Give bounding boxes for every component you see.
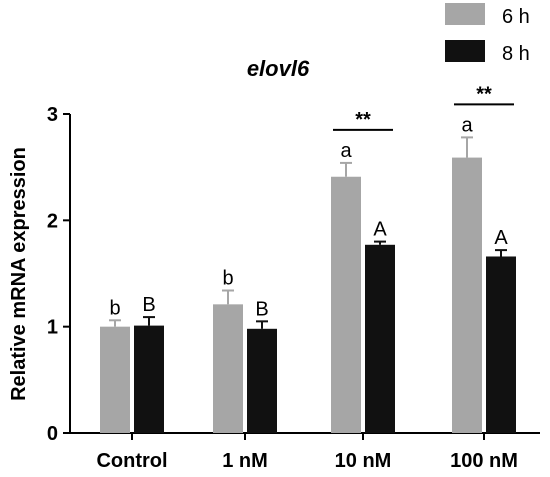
bars [100, 157, 516, 433]
x-tick-label: 100 nM [450, 450, 518, 472]
bar [331, 176, 361, 433]
y-tick-label: 3 [47, 104, 58, 126]
significance-letter: b [222, 268, 233, 290]
legend: 6 h 8 h [445, 3, 530, 65]
significance-letter: a [461, 114, 473, 136]
legend-label-6h: 6 h [502, 6, 530, 28]
x-tick-label: Control [96, 450, 167, 472]
significance-letter: B [255, 298, 268, 320]
x-tick-label: 10 nM [335, 450, 392, 472]
bar [452, 157, 482, 433]
bar [247, 328, 277, 433]
bar [213, 304, 243, 433]
x-tick-label: 1 nM [222, 450, 268, 472]
significance-letter: a [340, 140, 352, 162]
significance-letters: b b a a B B A A [109, 114, 508, 320]
bar [134, 325, 164, 433]
significance-letter: A [373, 219, 387, 241]
legend-swatch-6h [445, 3, 485, 25]
y-tick-label: 0 [47, 423, 58, 445]
chart-title: elovl6 [247, 56, 310, 81]
bar [486, 256, 516, 433]
y-axis-label: Relative mRNA expression [8, 147, 30, 401]
y-tick-label: 2 [47, 210, 58, 232]
legend-label-8h: 8 h [502, 43, 530, 65]
significance-stars: ** [355, 109, 371, 131]
y-tick-label: 1 [47, 317, 58, 339]
significance-brackets: ** ** [333, 83, 514, 131]
legend-swatch-8h [445, 40, 485, 62]
bar [365, 244, 395, 433]
significance-letter: B [142, 294, 155, 316]
significance-letter: b [109, 297, 120, 319]
significance-letter: A [494, 227, 508, 249]
significance-stars: ** [476, 83, 492, 105]
bar [100, 326, 130, 433]
error-bars [109, 136, 507, 329]
